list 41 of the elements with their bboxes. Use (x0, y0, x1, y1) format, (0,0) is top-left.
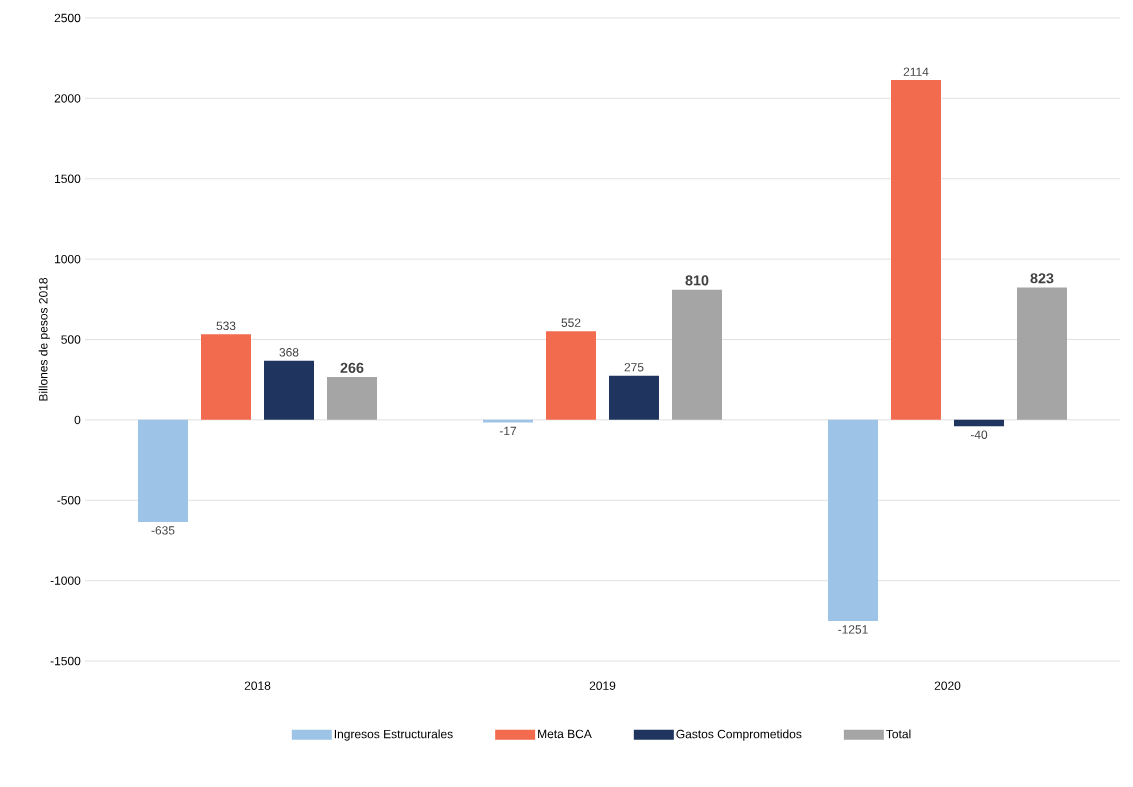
data-label: -635 (151, 526, 175, 535)
data-label: 810 (685, 275, 709, 286)
bar (608, 375, 659, 420)
x-tick-label: 2018 (244, 681, 271, 690)
legend-label: Ingresos Estructurales (334, 729, 453, 741)
x-tick-label: 2019 (589, 681, 616, 690)
data-label: 2114 (903, 67, 929, 76)
y-tick-label: 500 (61, 335, 81, 344)
bar (671, 289, 722, 420)
data-label: -40 (970, 430, 988, 439)
bar (890, 80, 941, 420)
y-axis-title: Billones de pesos 2018 (38, 278, 50, 401)
data-label: 368 (279, 348, 299, 357)
y-tick-label: 2500 (54, 13, 81, 23)
x-tick-label: 2020 (934, 681, 961, 690)
bar (138, 419, 188, 522)
y-tick-label: -500 (57, 496, 81, 505)
bar (953, 419, 1004, 427)
data-label: 266 (340, 362, 364, 373)
data-label: 275 (624, 363, 644, 372)
bar (827, 419, 878, 621)
legend-label: Meta BCA (538, 729, 592, 739)
legend-label: Total (886, 729, 911, 739)
bar (327, 377, 377, 420)
y-tick-label: 1000 (55, 254, 81, 264)
y-tick-label: 0 (74, 415, 81, 425)
bar (201, 334, 251, 420)
data-label: 552 (561, 318, 581, 327)
bar (545, 331, 596, 420)
bar (482, 419, 533, 423)
y-tick-label: 1500 (55, 174, 81, 183)
y-tick-label: -1000 (50, 576, 81, 585)
data-label: 823 (1030, 273, 1054, 284)
data-label: 533 (216, 321, 236, 330)
bar (264, 360, 314, 420)
legend-label: Gastos Comprometidos (676, 729, 802, 741)
bar (1016, 287, 1067, 420)
y-tick-label: 2000 (54, 94, 81, 103)
data-label: -1251 (838, 625, 868, 634)
data-label: -17 (499, 426, 517, 436)
y-tick-label: -1500 (50, 656, 81, 666)
